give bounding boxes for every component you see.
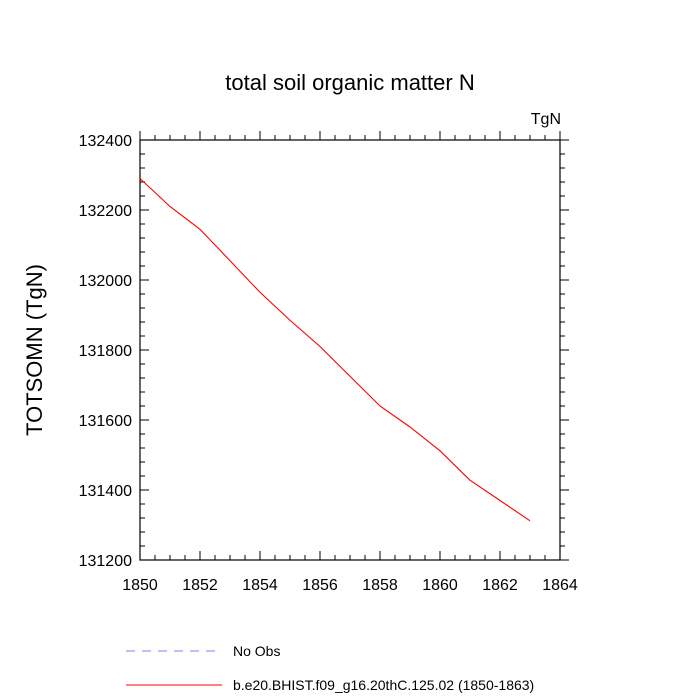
y-tick-label: 131600 (79, 413, 132, 430)
x-tick-label: 1852 (182, 577, 218, 594)
x-tick-label: 1860 (422, 577, 458, 594)
y-tick-label: 131800 (79, 343, 132, 360)
y-tick-label: 132400 (79, 133, 132, 150)
x-tick-label: 1858 (362, 577, 398, 594)
y-tick-label: 132200 (79, 203, 132, 220)
y-tick-label: 131200 (79, 553, 132, 570)
y-tick-label: 131400 (79, 483, 132, 500)
y-tick-label: 132000 (79, 273, 132, 290)
x-tick-label: 1864 (542, 577, 578, 594)
legend-label: b.e20.BHIST.f09_g16.20thC.125.02 (1850-1… (233, 677, 534, 693)
x-tick-label: 1862 (482, 577, 518, 594)
x-tick-label: 1854 (242, 577, 278, 594)
axis-tick-labels: 1850 1852 1854 1856 1858 1860 1862 1864 131200 13… (79, 133, 578, 594)
plot-frame (139, 139, 561, 561)
chart-title: total soil organic matter N (225, 70, 474, 95)
axis-ticks (139, 131, 569, 561)
legend-label: No Obs (233, 643, 280, 659)
units-label: TgN (531, 111, 561, 128)
y-axis-label: TOTSOMN (TgN) (22, 264, 47, 436)
legend: No Obs b.e20.BHIST.f09_g16.20thC.125.02 (… (126, 643, 534, 693)
plot-series (139, 178, 531, 522)
x-tick-label: 1850 (122, 577, 158, 594)
x-tick-label: 1856 (302, 577, 338, 594)
series-line (139, 178, 531, 522)
